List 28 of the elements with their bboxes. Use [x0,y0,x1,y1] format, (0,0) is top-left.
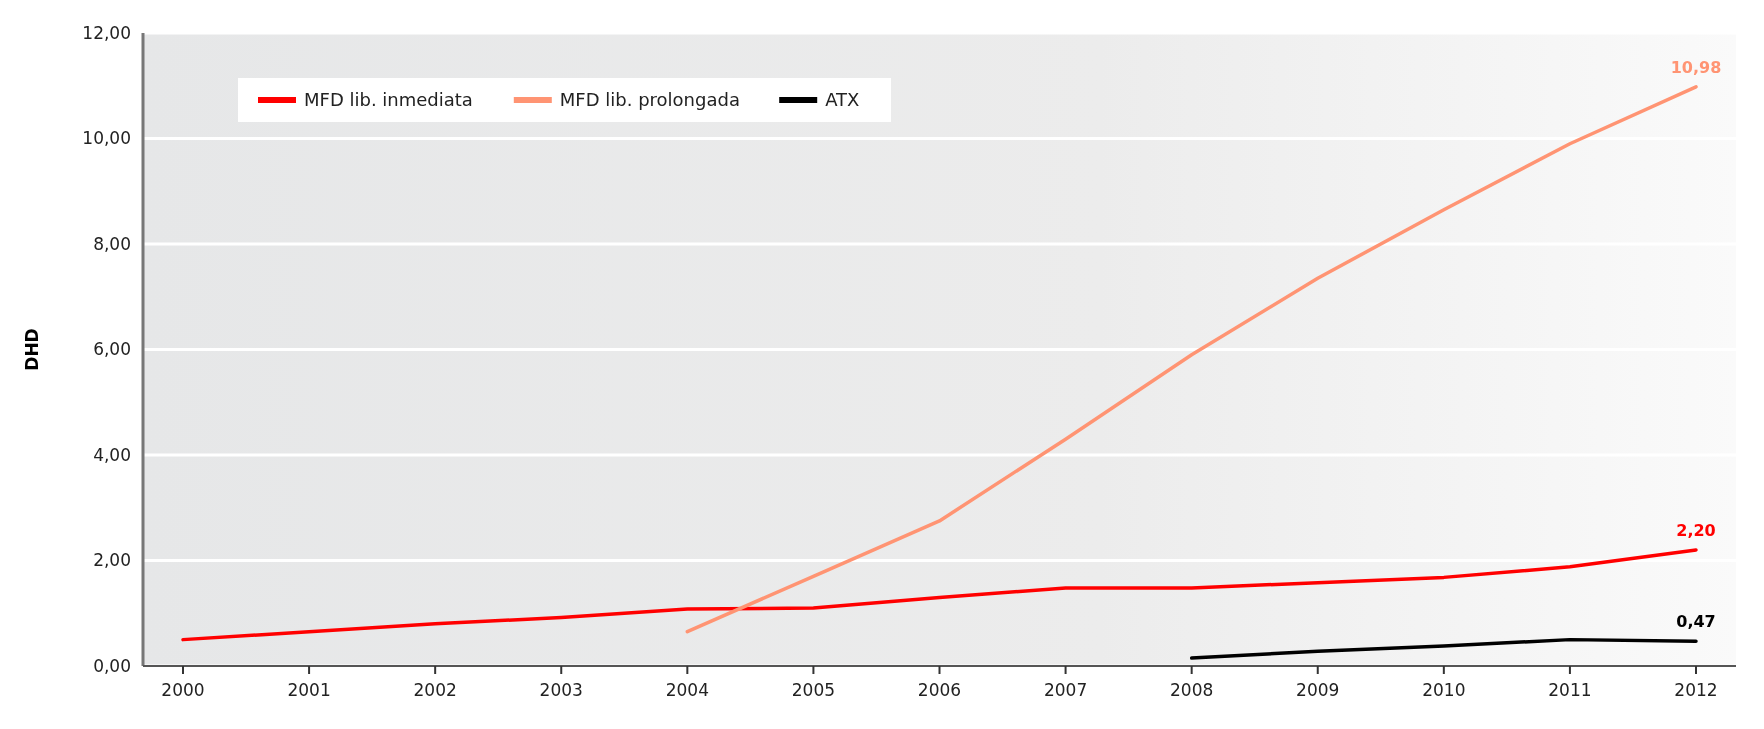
x-tick-label: 2006 [917,680,962,700]
x-tick-label: 2004 [665,680,709,700]
data-label: 10,98 [1670,57,1722,77]
x-tick-label: 2009 [1296,680,1340,700]
legend-label: MFD lib. inmediata [304,89,473,111]
legend-label: MFD lib. prolongada [559,89,740,111]
data-label: 0,47 [1676,612,1716,632]
y-tick-label: 6,00 [93,339,131,360]
x-tick-label: 2005 [791,680,836,700]
x-tick-label: 2011 [1548,680,1592,700]
x-tick-label: 2012 [1674,680,1718,700]
y-tick-label: 8,00 [93,233,131,254]
y-tick-label: 12,00 [82,22,131,43]
x-tick-label: 2001 [287,680,331,700]
x-tick-label: 2002 [413,680,457,700]
y-tick-label: 2,00 [93,550,131,571]
x-tick-label: 2003 [539,680,583,700]
x-tick-label: 2007 [1043,680,1088,700]
y-tick-label: 0,00 [93,655,131,676]
data-label: 2,20 [1676,520,1716,540]
y-tick-label: 4,00 [93,444,131,465]
y-axis-title: DHD [22,328,42,371]
legend-label: ATX [825,89,860,111]
y-tick-label: 10,00 [82,128,131,149]
line-series [1189,637,1698,660]
x-tick-label: 2008 [1170,680,1214,700]
x-tick-label: 2010 [1422,680,1466,700]
x-tick-label: 2000 [161,680,205,700]
